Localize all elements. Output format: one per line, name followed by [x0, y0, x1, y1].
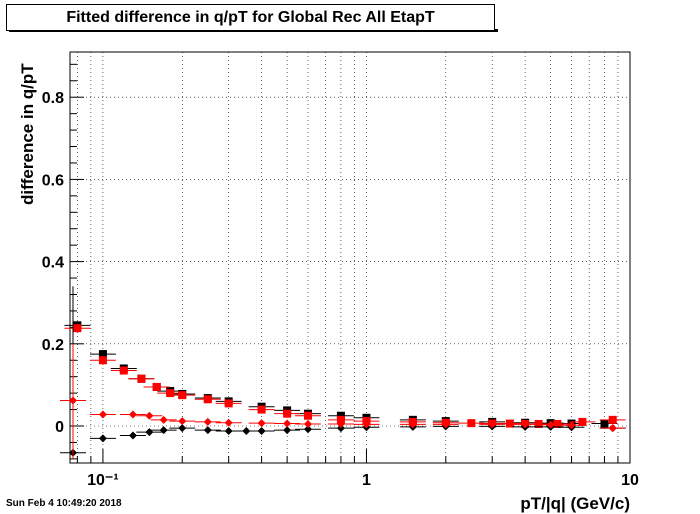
- data-point: [336, 411, 345, 420]
- data-point: [408, 420, 417, 429]
- data-point: [600, 419, 609, 428]
- data-point: [203, 395, 212, 404]
- x-axis-label: pT/|q| (GeV/c): [520, 494, 630, 513]
- data-point: [441, 420, 450, 429]
- x-tick-label: 1: [362, 472, 371, 489]
- data-point: [303, 419, 312, 428]
- data-point: [145, 411, 154, 420]
- data-point: [546, 420, 555, 429]
- data-point: [362, 420, 371, 429]
- data-point: [257, 405, 266, 414]
- data-point: [98, 356, 107, 365]
- data-point: [608, 415, 617, 424]
- data-point: [137, 374, 146, 383]
- data-point: [203, 426, 212, 435]
- x-tick-label: 10: [621, 472, 639, 489]
- data-point: [203, 417, 212, 426]
- data-point: [159, 415, 168, 424]
- data-point: [336, 424, 345, 433]
- data-point: [128, 410, 137, 419]
- data-point: [73, 324, 82, 333]
- data-point: [567, 421, 576, 430]
- data-point: [336, 419, 345, 428]
- data-point: [98, 434, 107, 443]
- y-tick-label: 0.4: [42, 255, 64, 272]
- data-point: [98, 410, 107, 419]
- data-point: [224, 426, 233, 435]
- data-point: [119, 366, 128, 375]
- data-point: [578, 417, 587, 426]
- data-point: [98, 350, 107, 359]
- data-point: [303, 425, 312, 434]
- data-point: [257, 426, 266, 435]
- data-point: [488, 420, 497, 429]
- data-point: [283, 409, 292, 418]
- data-point: [224, 418, 233, 427]
- data-point: [257, 419, 266, 428]
- y-tick-label: 0.8: [42, 90, 64, 107]
- data-point: [224, 399, 233, 408]
- data-point: [166, 389, 175, 398]
- y-tick-label: 0.6: [42, 172, 64, 189]
- data-point: [505, 419, 514, 428]
- data-point: [128, 431, 137, 440]
- data-point: [553, 419, 562, 428]
- data-point: [152, 382, 161, 391]
- data-point: [178, 417, 187, 426]
- data-point: [534, 419, 543, 428]
- data-point: [178, 424, 187, 433]
- x-tick-label: 10⁻¹: [87, 472, 119, 489]
- data-point: [242, 426, 251, 435]
- timestamp: Sun Feb 4 10:49:20 2018: [6, 498, 122, 509]
- data-point: [178, 391, 187, 400]
- data-point: [283, 419, 292, 428]
- chart-title: Fitted difference in q/pT for Global Rec…: [6, 4, 495, 31]
- data-point: [336, 415, 345, 424]
- y-tick-label: 0.2: [42, 337, 64, 354]
- data-point: [283, 426, 292, 435]
- data-point: [159, 426, 168, 435]
- y-axis-label: difference in q/pT: [18, 63, 37, 205]
- data-point: [521, 420, 530, 429]
- plot-frame: [69, 51, 631, 464]
- y-tick-label: 0: [55, 419, 64, 436]
- data-point: [608, 424, 617, 433]
- data-point: [303, 411, 312, 420]
- data-point: [467, 419, 476, 428]
- data-point: [145, 428, 154, 437]
